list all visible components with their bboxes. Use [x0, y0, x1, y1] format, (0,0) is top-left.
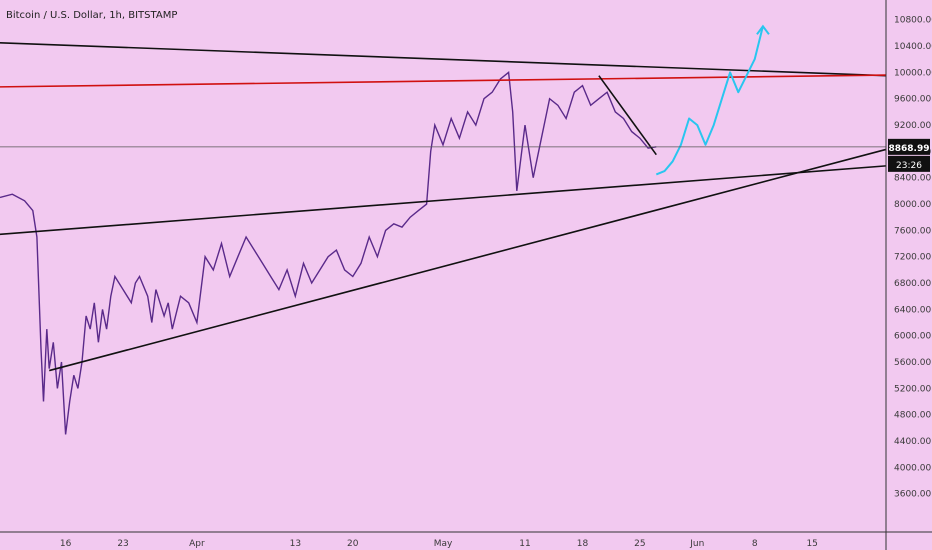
x-tick-label: Jun	[689, 539, 704, 549]
y-tick-label: 5200.00	[894, 384, 931, 394]
y-tick-label: 7600.00	[894, 226, 931, 236]
y-tick-label: 4400.00	[894, 437, 931, 447]
y-tick-label: 9200.00	[894, 121, 931, 131]
y-tick-label: 7200.00	[894, 253, 931, 263]
y-tick-label: 10400.00	[894, 42, 932, 52]
mid-support-line	[0, 165, 887, 236]
y-tick-label: 10800.00	[894, 16, 932, 26]
y-tick-label: 8400.00	[894, 174, 931, 184]
countdown-label: 23:26	[896, 161, 922, 171]
y-tick-label: 6000.00	[894, 332, 931, 342]
y-tick-label: 4000.00	[894, 463, 931, 473]
countdown-label-box	[888, 155, 930, 172]
y-tick-label: 4800.00	[894, 411, 931, 421]
y-tick-label: 5600.00	[894, 358, 931, 368]
x-tick-label: May	[434, 539, 453, 549]
y-tick-label: 9600.00	[894, 95, 931, 105]
red-resistance-line	[0, 74, 887, 88]
plot-area	[0, 24, 887, 435]
price-series-line	[0, 71, 657, 435]
lower-rising-trendline	[49, 148, 887, 372]
x-tick-label: 18	[577, 539, 589, 549]
y-tick-label: 6400.00	[894, 305, 931, 315]
projection-path	[655, 26, 764, 176]
y-tick-label: 3600.00	[894, 490, 931, 500]
x-tick-label: 13	[290, 539, 301, 549]
x-tick-label: Apr	[189, 539, 205, 549]
x-tick-label: 8	[752, 539, 758, 549]
x-tick-label: 23	[117, 539, 128, 549]
y-tick-label: 8000.00	[894, 200, 931, 210]
y-tick-label: 10000.00	[894, 68, 932, 78]
chart-title: Bitcoin / U.S. Dollar, 1h, BITSTAMP	[6, 10, 177, 21]
price-label: 8868.99	[889, 144, 930, 154]
x-tick-label: 25	[634, 539, 645, 549]
price-label-box	[888, 138, 930, 155]
x-tick-label: 16	[60, 539, 72, 549]
x-tick-label: 11	[519, 539, 530, 549]
short-down-line	[598, 75, 657, 156]
y-tick-label: 6800.00	[894, 279, 931, 289]
upper-wedge-line	[0, 41, 887, 77]
projection-arrowhead	[756, 24, 770, 35]
x-tick-label: 15	[806, 539, 817, 549]
x-tick-label: 20	[347, 539, 359, 549]
